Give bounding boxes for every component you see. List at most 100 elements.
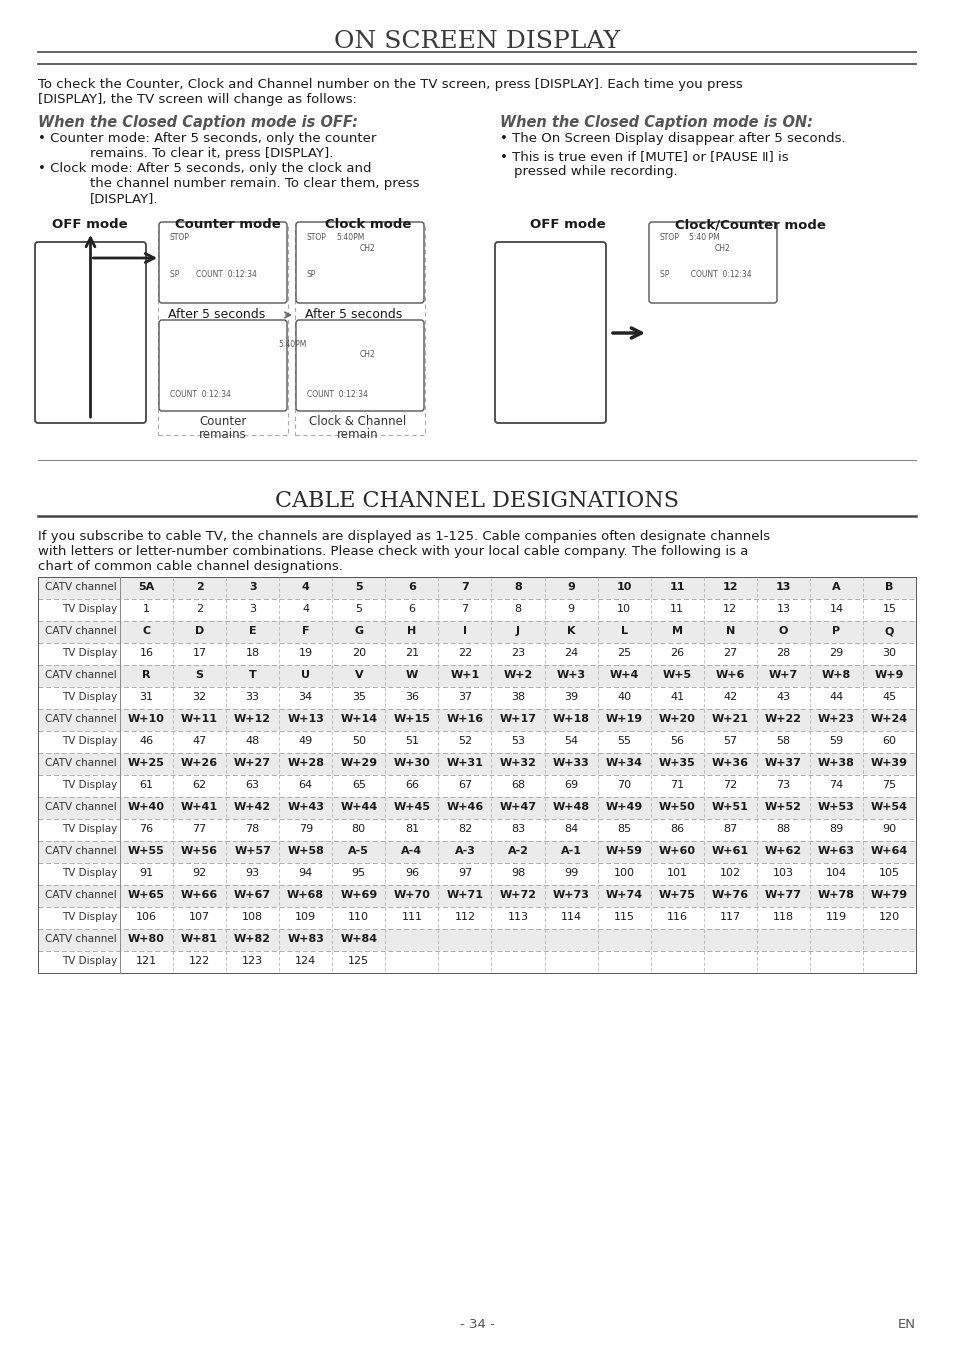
Text: 3: 3: [249, 582, 256, 592]
Text: 25: 25: [617, 648, 631, 658]
Text: 118: 118: [772, 913, 793, 922]
Text: SP: SP: [307, 270, 316, 279]
Bar: [38, 577, 915, 599]
Text: 42: 42: [722, 692, 737, 702]
Text: W+84: W+84: [340, 934, 377, 944]
Bar: [38, 863, 915, 886]
Text: W+30: W+30: [393, 758, 430, 768]
Text: W+77: W+77: [764, 890, 801, 900]
Text: 51: 51: [404, 736, 418, 745]
Text: 106: 106: [136, 913, 157, 922]
Text: 105: 105: [878, 868, 899, 878]
Text: 66: 66: [404, 780, 418, 790]
Text: W+61: W+61: [711, 847, 748, 856]
Text: STOP: STOP: [659, 233, 679, 243]
Text: L: L: [620, 625, 627, 636]
Text: W+50: W+50: [659, 802, 695, 811]
Text: W+39: W+39: [870, 758, 907, 768]
Text: 75: 75: [882, 780, 896, 790]
Text: TV Display: TV Display: [62, 692, 117, 702]
Text: 96: 96: [404, 868, 418, 878]
Text: Clock/Counter mode: Clock/Counter mode: [675, 218, 825, 231]
Bar: [38, 886, 915, 907]
Text: W+37: W+37: [764, 758, 801, 768]
Text: 9: 9: [566, 582, 575, 592]
Text: V: V: [355, 670, 363, 679]
Text: 30: 30: [882, 648, 896, 658]
Text: 7: 7: [461, 604, 468, 613]
Bar: [38, 687, 915, 709]
Text: 5:40PM: 5:40PM: [278, 340, 307, 349]
Text: 27: 27: [722, 648, 737, 658]
Text: 77: 77: [193, 824, 207, 834]
Text: CH2: CH2: [714, 244, 729, 253]
Text: 102: 102: [719, 868, 740, 878]
Bar: [38, 797, 915, 820]
Bar: [38, 599, 915, 621]
Text: 2: 2: [195, 582, 203, 592]
Text: W+1: W+1: [450, 670, 479, 679]
FancyBboxPatch shape: [159, 319, 287, 411]
Text: 111: 111: [401, 913, 422, 922]
Text: 74: 74: [828, 780, 842, 790]
Text: Clock & Channel: Clock & Channel: [309, 415, 406, 429]
Text: P: P: [831, 625, 840, 636]
Text: W+66: W+66: [181, 890, 218, 900]
Text: W+12: W+12: [233, 714, 271, 724]
Text: 12: 12: [722, 604, 737, 613]
Text: CATV channel: CATV channel: [45, 847, 117, 856]
Text: W+47: W+47: [499, 802, 536, 811]
Text: W+34: W+34: [605, 758, 642, 768]
Text: 4: 4: [301, 582, 310, 592]
Text: • Counter mode: After 5 seconds, only the counter: • Counter mode: After 5 seconds, only th…: [38, 132, 376, 146]
Text: W+35: W+35: [659, 758, 695, 768]
Text: pressed while recording.: pressed while recording.: [514, 164, 677, 178]
Text: 13: 13: [776, 604, 789, 613]
Text: CH2: CH2: [359, 350, 375, 359]
Text: 5: 5: [355, 604, 362, 613]
Text: 45: 45: [882, 692, 896, 702]
FancyBboxPatch shape: [295, 319, 423, 411]
Text: TV Display: TV Display: [62, 648, 117, 658]
Text: remains: remains: [199, 429, 247, 441]
Text: W: W: [405, 670, 417, 679]
Text: W+36: W+36: [711, 758, 748, 768]
Text: T: T: [249, 670, 256, 679]
Text: 125: 125: [348, 956, 369, 967]
Text: W+74: W+74: [605, 890, 642, 900]
Text: W+55: W+55: [128, 847, 165, 856]
Text: 5:40PM: 5:40PM: [336, 233, 365, 243]
Text: COUNT  0:12:34: COUNT 0:12:34: [307, 390, 368, 399]
Text: W+60: W+60: [658, 847, 695, 856]
Text: W+43: W+43: [287, 802, 324, 811]
Text: 48: 48: [245, 736, 259, 745]
Text: After 5 seconds: After 5 seconds: [305, 307, 402, 321]
Text: W+2: W+2: [503, 670, 532, 679]
Text: 99: 99: [563, 868, 578, 878]
Text: 79: 79: [298, 824, 313, 834]
Text: 85: 85: [617, 824, 631, 834]
Text: [DISPLAY].: [DISPLAY].: [90, 191, 158, 205]
Text: 22: 22: [457, 648, 472, 658]
Text: • This is true even if [MUTE] or [PAUSE Ⅱ] is: • This is true even if [MUTE] or [PAUSE …: [499, 150, 788, 163]
Text: SP       COUNT  0:12:34: SP COUNT 0:12:34: [170, 270, 256, 279]
Text: CATV channel: CATV channel: [45, 934, 117, 944]
Bar: [38, 907, 915, 929]
Text: 83: 83: [511, 824, 524, 834]
Text: 4: 4: [302, 604, 309, 613]
Text: W+53: W+53: [817, 802, 854, 811]
Text: 50: 50: [352, 736, 365, 745]
Text: W+56: W+56: [181, 847, 218, 856]
Text: 101: 101: [666, 868, 687, 878]
Text: 91: 91: [139, 868, 153, 878]
Text: A-2: A-2: [507, 847, 528, 856]
Text: 1: 1: [143, 604, 150, 613]
Text: CATV channel: CATV channel: [45, 582, 117, 592]
Text: 80: 80: [352, 824, 366, 834]
Bar: [38, 731, 915, 754]
Text: To check the Counter, Clock and Channel number on the TV screen, press [DISPLAY]: To check the Counter, Clock and Channel …: [38, 78, 742, 92]
Text: 76: 76: [139, 824, 153, 834]
Text: W+73: W+73: [552, 890, 589, 900]
Text: 40: 40: [617, 692, 631, 702]
Text: When the Closed Caption mode is ON:: When the Closed Caption mode is ON:: [499, 115, 812, 129]
